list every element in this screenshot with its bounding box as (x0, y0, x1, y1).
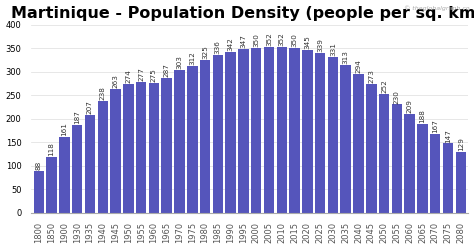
Text: 129: 129 (458, 137, 464, 151)
Text: 312: 312 (189, 51, 195, 65)
Bar (315, 53, 325, 213)
Text: 352: 352 (266, 32, 272, 46)
Bar (59, 137, 70, 213)
Bar (34, 171, 44, 213)
Text: 88: 88 (36, 161, 42, 170)
Bar (174, 70, 185, 213)
Bar (264, 47, 274, 213)
Bar (456, 152, 466, 213)
Text: 339: 339 (317, 38, 323, 52)
Text: 188: 188 (419, 109, 425, 123)
Text: © theglobalgraph.co: © theglobalgraph.co (404, 5, 469, 11)
Bar (379, 94, 389, 213)
Bar (328, 57, 338, 213)
Text: 345: 345 (304, 36, 310, 49)
Bar (213, 55, 223, 213)
Bar (225, 52, 236, 213)
Text: 313: 313 (343, 51, 349, 64)
Bar (187, 66, 198, 213)
Bar (72, 125, 82, 213)
Text: 350: 350 (292, 33, 298, 47)
Bar (123, 84, 134, 213)
Text: 325: 325 (202, 45, 208, 59)
Text: 303: 303 (176, 55, 182, 69)
Bar (85, 115, 95, 213)
Bar (46, 157, 57, 213)
Bar (366, 84, 376, 213)
Text: 352: 352 (279, 32, 285, 46)
Text: 118: 118 (49, 142, 55, 156)
Bar (430, 134, 440, 213)
Bar (353, 74, 364, 213)
Text: 167: 167 (432, 119, 438, 133)
Bar (443, 143, 453, 213)
Title: Martinique - Population Density (people per sq. km.): Martinique - Population Density (people … (11, 5, 474, 21)
Text: 336: 336 (215, 40, 221, 54)
Bar (149, 83, 159, 213)
Text: 275: 275 (151, 68, 157, 82)
Bar (136, 82, 146, 213)
Text: 263: 263 (112, 74, 118, 88)
Text: 342: 342 (228, 37, 234, 51)
Bar (289, 48, 300, 213)
Text: 209: 209 (407, 100, 413, 113)
Bar (340, 65, 351, 213)
Text: 252: 252 (381, 79, 387, 93)
Bar (276, 47, 287, 213)
Bar (98, 101, 108, 213)
Bar (404, 114, 415, 213)
Bar (238, 49, 249, 213)
Bar (302, 50, 312, 213)
Bar (417, 124, 428, 213)
Text: 207: 207 (87, 100, 93, 114)
Text: 347: 347 (240, 35, 246, 49)
Bar (251, 48, 262, 213)
Text: 331: 331 (330, 42, 336, 56)
Text: 287: 287 (164, 63, 170, 77)
Bar (162, 78, 172, 213)
Text: 147: 147 (445, 129, 451, 142)
Text: 187: 187 (74, 110, 80, 124)
Text: 277: 277 (138, 67, 144, 81)
Text: 274: 274 (125, 69, 131, 83)
Text: 294: 294 (356, 60, 362, 73)
Text: 350: 350 (253, 33, 259, 47)
Text: 273: 273 (368, 69, 374, 83)
Bar (110, 89, 121, 213)
Text: 230: 230 (394, 90, 400, 104)
Text: 238: 238 (100, 86, 106, 100)
Text: 161: 161 (62, 122, 67, 136)
Bar (392, 104, 402, 213)
Bar (200, 60, 210, 213)
